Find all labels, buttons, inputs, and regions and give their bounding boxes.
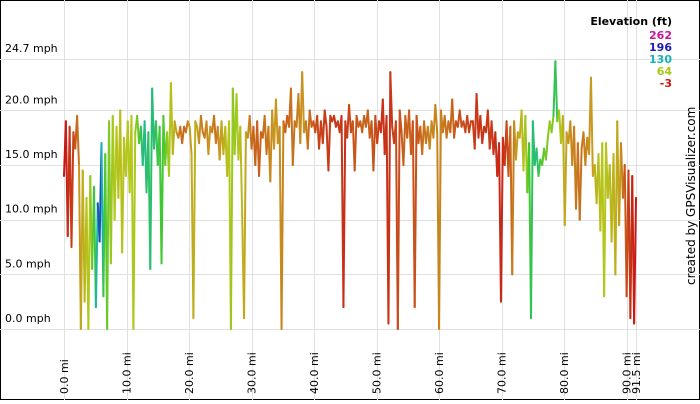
series-segment bbox=[389, 71, 394, 128]
series-segment bbox=[132, 131, 137, 330]
y-tick-label: 24.7 mph bbox=[5, 42, 58, 55]
series-segment bbox=[544, 136, 549, 161]
series-segment bbox=[173, 120, 178, 134]
series-segment bbox=[181, 125, 186, 145]
series-segment bbox=[327, 114, 332, 172]
series-segment bbox=[76, 114, 80, 167]
series-segment bbox=[301, 71, 306, 134]
series-segment bbox=[453, 120, 457, 139]
x-tick-label: 0.0 mi bbox=[58, 359, 71, 394]
series-segment bbox=[229, 87, 234, 330]
legend-entry: -3 bbox=[660, 77, 672, 90]
y-axis-ticks: 0.0 mph 5.0 mph 10.0 mph 15.0 mph 20.0 mph 24… bbox=[5, 42, 58, 325]
series-segment bbox=[308, 109, 313, 128]
series-segment bbox=[160, 114, 165, 265]
legend-title: Elevation (ft) bbox=[590, 15, 672, 28]
y-tick-label: 0.0 mph bbox=[5, 312, 51, 325]
legend-entry: 130 bbox=[649, 53, 672, 66]
x-tick-label: 80.0 mi bbox=[558, 352, 571, 394]
series-segment bbox=[468, 120, 472, 134]
legend-entry: 64 bbox=[657, 65, 673, 78]
series-segment bbox=[499, 136, 504, 303]
x-tick-label: 91.5 mi bbox=[630, 352, 643, 394]
series-segment bbox=[578, 147, 583, 221]
series-segment bbox=[531, 120, 536, 167]
series-segment bbox=[149, 87, 154, 270]
series-segment bbox=[398, 109, 403, 134]
series-segment bbox=[387, 71, 392, 325]
series-segment bbox=[258, 131, 262, 177]
series-segment bbox=[70, 131, 75, 249]
series-segment bbox=[589, 76, 594, 177]
speed-series bbox=[63, 60, 637, 330]
series-segment bbox=[603, 142, 607, 298]
series-segment bbox=[353, 114, 358, 172]
series-segment bbox=[514, 131, 519, 161]
series-segment bbox=[94, 202, 99, 309]
x-tick-label: 70.0 mi bbox=[496, 352, 509, 394]
series-segment bbox=[413, 114, 418, 309]
series-segment bbox=[188, 125, 193, 156]
series-segment bbox=[481, 125, 486, 145]
series-segment bbox=[529, 120, 534, 320]
series-segment bbox=[396, 109, 401, 330]
series-segment bbox=[121, 136, 126, 254]
x-tick-label: 20.0 mi bbox=[183, 352, 196, 394]
x-tick-label: 50.0 mi bbox=[371, 352, 384, 394]
credit-text: created by GPSVisualizer.com bbox=[684, 107, 698, 285]
y-tick-label: 15.0 mph bbox=[5, 148, 58, 161]
x-tick-label: 60.0 mi bbox=[433, 352, 446, 394]
series-segment bbox=[402, 114, 407, 167]
x-tick-label: 30.0 mi bbox=[246, 352, 259, 394]
series-segment bbox=[563, 131, 568, 227]
x-axis-ticks: 0.0 mi 10.0 mi 20.0 mi 30.0 mi 40.0 mi 50.0 m… bbox=[58, 352, 643, 394]
series-segment bbox=[239, 125, 244, 216]
series-segment bbox=[243, 131, 247, 320]
series-segment bbox=[323, 109, 328, 128]
series-segment bbox=[280, 120, 285, 330]
series-segment bbox=[554, 60, 559, 123]
series-segment bbox=[342, 120, 347, 309]
legend-entry: 196 bbox=[649, 41, 672, 54]
y-tick-label: 5.0 mph bbox=[5, 257, 51, 270]
series-segment bbox=[348, 103, 352, 134]
series-segment bbox=[458, 109, 463, 128]
series-segment bbox=[550, 114, 555, 134]
x-tick-label: 40.0 mi bbox=[308, 352, 321, 394]
y-tick-label: 20.0 mph bbox=[5, 93, 58, 106]
series-segment bbox=[438, 109, 442, 330]
series-segment bbox=[171, 120, 176, 156]
series-segment bbox=[291, 120, 296, 167]
series-segment bbox=[274, 98, 279, 145]
y-tick-label: 10.0 mph bbox=[5, 203, 58, 216]
x-tick-label: 10.0 mi bbox=[121, 352, 134, 394]
series-segment bbox=[511, 120, 516, 276]
series-segment bbox=[451, 98, 456, 139]
legend-entry: 262 bbox=[649, 29, 672, 42]
series-segment bbox=[537, 158, 542, 177]
series-segment bbox=[199, 114, 204, 134]
series-segment bbox=[207, 125, 212, 156]
series-segment bbox=[306, 109, 311, 150]
series-layer bbox=[63, 60, 637, 330]
series-segment bbox=[633, 196, 637, 325]
x-tick-label: 90.0 mi bbox=[621, 352, 634, 394]
series-segment bbox=[151, 87, 156, 150]
series-segment bbox=[434, 103, 439, 134]
series-segment bbox=[192, 120, 197, 320]
